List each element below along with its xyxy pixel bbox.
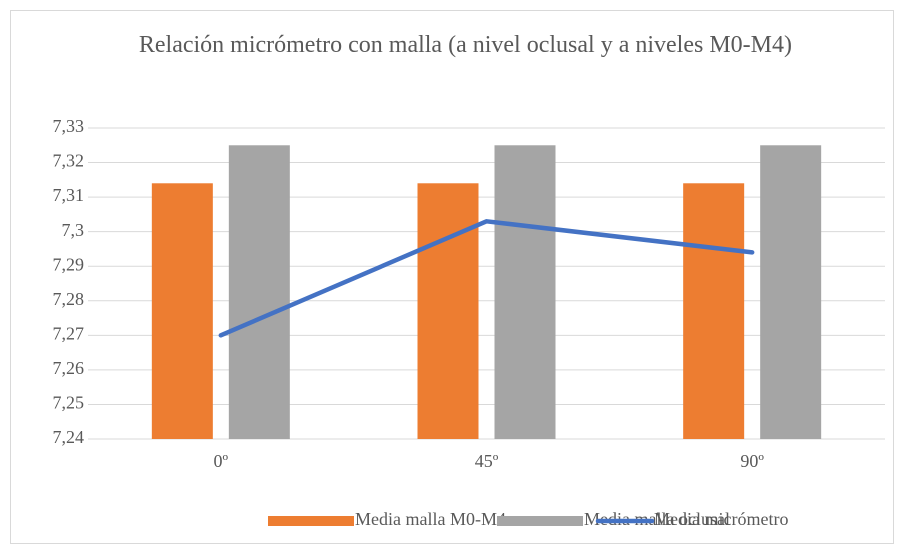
y-tick-label: 7,25 bbox=[53, 393, 85, 413]
bar bbox=[683, 183, 745, 439]
bar bbox=[151, 183, 213, 439]
bar bbox=[494, 145, 556, 439]
bar bbox=[760, 145, 822, 439]
y-tick-label: 7,26 bbox=[53, 358, 85, 378]
line bbox=[218, 219, 755, 338]
y-tick-label: 7,29 bbox=[53, 254, 85, 274]
y-tick-label: 7,33 bbox=[53, 116, 85, 136]
legend-label: Media malla oclusal bbox=[584, 509, 730, 529]
x-tick-label: 0º bbox=[214, 451, 229, 471]
legend-label: Media malla M0-M4 bbox=[355, 509, 506, 529]
x-tick-label: 45º bbox=[475, 451, 499, 471]
legend-swatch bbox=[268, 516, 354, 526]
y-tick-label: 7,28 bbox=[53, 289, 85, 309]
y-tick-label: 7,24 bbox=[53, 427, 85, 447]
bar bbox=[417, 183, 479, 439]
y-tick-label: 7,32 bbox=[53, 151, 85, 171]
chart-title: Relación micrómetro con malla (a nivel o… bbox=[138, 32, 792, 58]
legend-label: Media micrómetro bbox=[654, 509, 788, 529]
y-tick-label: 7,3 bbox=[62, 220, 85, 240]
y-tick-label: 7,27 bbox=[53, 323, 85, 343]
bar bbox=[228, 145, 290, 439]
y-tick-label: 7,31 bbox=[53, 185, 85, 205]
x-tick-label: 90º bbox=[740, 451, 764, 471]
legend-swatch bbox=[497, 516, 583, 526]
